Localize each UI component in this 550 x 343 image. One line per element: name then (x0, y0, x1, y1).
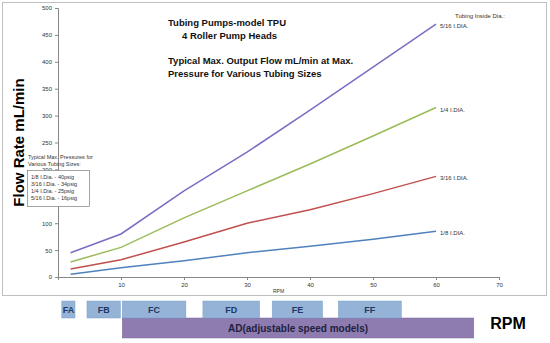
y-tick-label: 350 (42, 86, 53, 92)
annotation: Pressure for Various Tubing Sizes (168, 68, 321, 79)
y-tick: 0 (49, 274, 58, 280)
series-line (71, 176, 436, 269)
x-tick-label: 10 (118, 282, 125, 288)
fixed-range-label: FD (225, 305, 237, 315)
x-tick-mark (247, 277, 248, 280)
pressure-table-row: 1/4 I.Dia. - 25psig (31, 188, 74, 194)
speed-ranges: FA FB FC FD FE FF AD(adjustable speed models) (62, 301, 474, 338)
fixed-range-label: FF (364, 305, 375, 315)
plot-lines (71, 24, 436, 274)
series-label: 3/16 I.DIA. (440, 175, 469, 181)
x-axis-title: RPM (273, 288, 284, 294)
series-labels: 5/16 I.DIA. 1/4 I.DIA. 3/16 I.DIA. 1/8 I.DI… (440, 23, 469, 236)
subtitle: 4 Roller Pump Heads (182, 30, 277, 41)
x-tick-label: 20 (181, 282, 188, 288)
y-axis-line (55, 9, 59, 278)
x-tick-mark (373, 277, 374, 280)
legend-title: Tubing Inside Dia.: (455, 13, 505, 19)
x-tick: 60 (433, 277, 440, 288)
y-axis: 050100150200250300350400450500 (42, 5, 59, 280)
y-tick-mark (55, 116, 58, 117)
y-tick-label: 250 (42, 140, 53, 146)
x-tick-mark (436, 277, 437, 280)
y-tick: 450 (42, 32, 58, 38)
x-tick: 30 (244, 277, 251, 288)
x-axis-line (59, 278, 500, 281)
series-line (71, 231, 436, 274)
pressure-table-box (28, 171, 90, 207)
series-label: 1/8 I.DIA. (440, 230, 465, 236)
y-tick-mark (55, 250, 58, 251)
x-tick-mark (499, 277, 500, 280)
fixed-range-label: FA (63, 305, 75, 315)
y-tick: 250 (42, 140, 58, 146)
fixed-range-bar (87, 301, 120, 318)
pressure-table-row: 5/16 I.Dia. - 16psig (31, 195, 77, 201)
x-tick-label: 30 (244, 282, 251, 288)
pressure-table-title: Typical Max. Pressures for (28, 154, 93, 160)
fixed-range-bar (62, 301, 75, 318)
y-tick-label: 450 (42, 32, 53, 38)
chart-frame (3, 3, 547, 296)
range-axis-label: RPM (490, 315, 526, 332)
x-tick-mark (310, 277, 311, 280)
y-tick-label: 500 (42, 5, 53, 11)
y-tick-mark (55, 8, 58, 9)
adjustable-range-bar (122, 318, 474, 338)
x-tick: 70 (496, 277, 503, 288)
adjustable-range-label: AD(adjustable speed models) (228, 323, 368, 334)
y-tick-label: 400 (42, 59, 53, 65)
x-tick-mark (184, 277, 185, 280)
fixed-range-label: FE (292, 305, 304, 315)
y-tick-mark (55, 277, 58, 278)
x-tick: 50 (370, 277, 377, 288)
x-tick-label: 70 (496, 282, 503, 288)
y-tick-mark (55, 89, 58, 90)
fixed-range-label: FB (98, 305, 110, 315)
y-tick-label: 50 (45, 248, 52, 254)
x-tick: 10 (118, 277, 125, 288)
y-tick: 300 (42, 113, 58, 119)
chart: 0501001502002503003504004505001020304050… (0, 0, 550, 343)
fixed-range-bar (203, 301, 260, 318)
pressure-table: Typical Max. Pressures forVarious Tubing… (28, 154, 93, 207)
y-tick: 100 (42, 221, 58, 227)
series-label: 5/16 I.DIA. (440, 23, 469, 29)
y-tick-label: 0 (49, 274, 53, 280)
y-tick: 50 (45, 248, 58, 254)
pressure-table-row: 3/16 I.Dia. - 34psig (31, 181, 77, 187)
x-tick: 40 (307, 277, 314, 288)
y-tick: 350 (42, 86, 58, 92)
y-tick-mark (55, 143, 58, 144)
y-tick-mark (55, 35, 58, 36)
x-tick-label: 40 (307, 282, 314, 288)
y-tick-label: 100 (42, 221, 53, 227)
x-tick-label: 60 (433, 282, 440, 288)
y-tick: 500 (42, 5, 58, 11)
fixed-range-bar (272, 301, 322, 318)
title: Tubing Pumps-model TPU (168, 17, 286, 28)
series-line (71, 24, 436, 253)
pressure-table-row: 1/8 I.Dia. - 40psig (31, 174, 74, 180)
y-tick-label: 300 (42, 113, 53, 119)
pressure-table-title: Various Tubing Sizes: (28, 161, 81, 167)
annotation: Typical Max. Output Flow mL/min at Max. (168, 55, 353, 66)
y-tick-mark (55, 223, 58, 224)
x-tick: 20 (181, 277, 188, 288)
x-axis: 10 20 30 40 50 60 70 (59, 277, 504, 288)
series-label: 1/4 I.DIA. (440, 107, 465, 113)
y-axis-title: Flow Rate mL/min (10, 78, 27, 206)
y-tick: 400 (42, 59, 58, 65)
fixed-range-bar (122, 301, 186, 318)
y-tick-mark (55, 62, 58, 63)
fixed-range-bar (338, 301, 401, 318)
fixed-range-label: FC (148, 305, 160, 315)
x-tick-label: 50 (370, 282, 377, 288)
x-tick-mark (121, 277, 122, 280)
